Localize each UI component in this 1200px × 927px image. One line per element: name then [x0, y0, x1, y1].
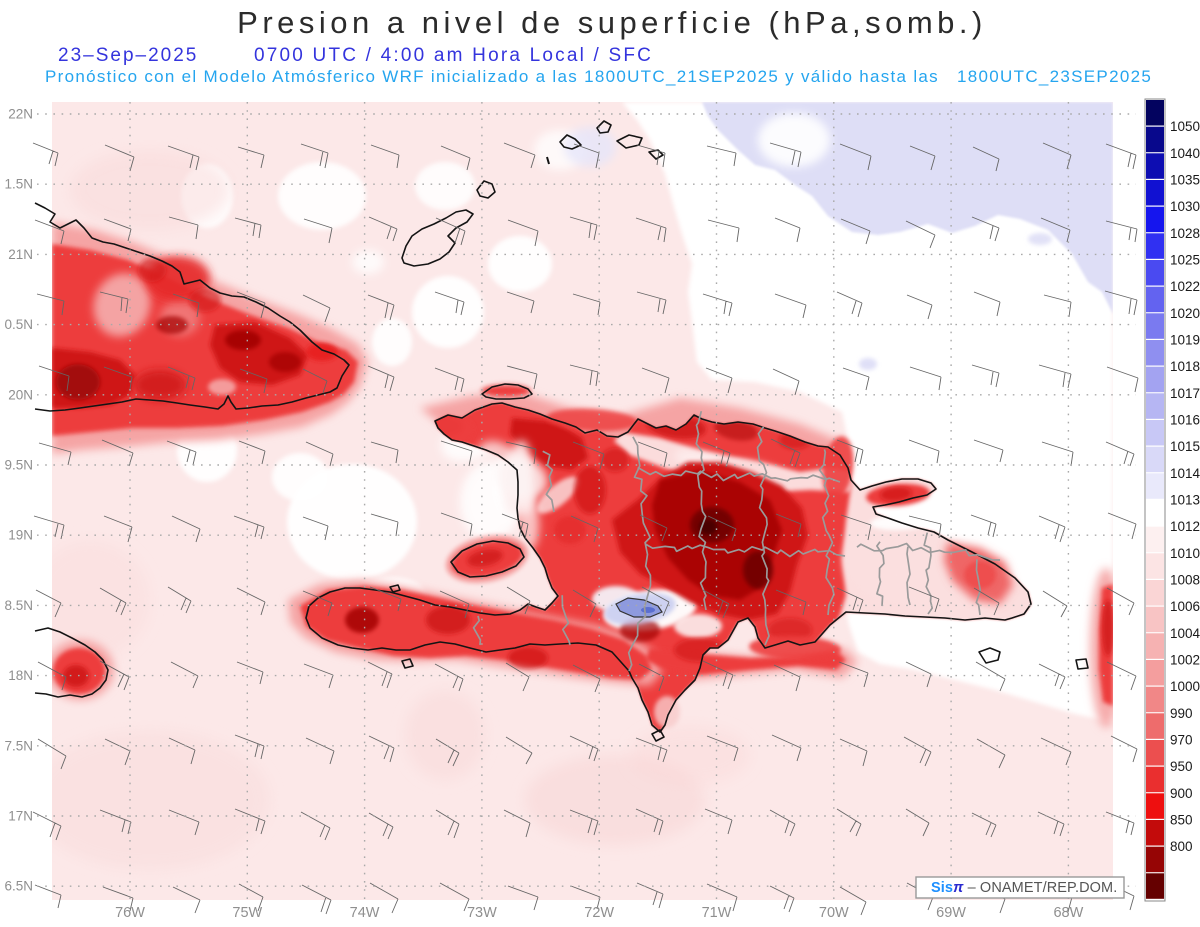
svg-text:71W: 71W: [702, 905, 732, 921]
svg-text:69W: 69W: [936, 905, 966, 921]
svg-text:1025: 1025: [1170, 253, 1200, 268]
svg-text:19N: 19N: [8, 528, 33, 543]
svg-text:1000: 1000: [1170, 679, 1200, 694]
svg-text:1008: 1008: [1170, 573, 1200, 588]
svg-text:1002: 1002: [1170, 653, 1200, 668]
svg-text:20N: 20N: [8, 387, 33, 402]
svg-text:1030: 1030: [1170, 199, 1200, 214]
svg-text:1028: 1028: [1170, 226, 1200, 241]
svg-text:Sisπ – ONAMET/REP.DOM.: Sisπ – ONAMET/REP.DOM.: [931, 880, 1117, 896]
svg-text:1050: 1050: [1170, 119, 1200, 134]
svg-text:990: 990: [1170, 706, 1193, 721]
svg-text:21N: 21N: [8, 247, 33, 262]
svg-text:1018: 1018: [1170, 359, 1200, 374]
svg-text:1016: 1016: [1170, 413, 1200, 428]
svg-text:22N: 22N: [8, 107, 33, 122]
svg-text:950: 950: [1170, 759, 1193, 774]
svg-text:73W: 73W: [467, 905, 497, 921]
svg-text:9.5N: 9.5N: [4, 458, 33, 473]
svg-text:6.5N: 6.5N: [4, 879, 33, 894]
svg-text:1004: 1004: [1170, 626, 1200, 641]
svg-text:1019: 1019: [1170, 333, 1200, 348]
svg-text:1013: 1013: [1170, 493, 1200, 508]
svg-text:800: 800: [1170, 839, 1193, 854]
svg-text:1022: 1022: [1170, 279, 1200, 294]
svg-text:1.5N: 1.5N: [4, 177, 33, 192]
svg-text:970: 970: [1170, 733, 1193, 748]
svg-text:75W: 75W: [232, 905, 262, 921]
svg-text:17N: 17N: [8, 809, 33, 824]
svg-text:1012: 1012: [1170, 519, 1200, 534]
svg-text:1017: 1017: [1170, 386, 1200, 401]
svg-text:74W: 74W: [350, 905, 380, 921]
svg-text:72W: 72W: [584, 905, 614, 921]
svg-text:1035: 1035: [1170, 173, 1200, 188]
svg-text:70W: 70W: [819, 905, 849, 921]
svg-text:1015: 1015: [1170, 439, 1200, 454]
svg-text:850: 850: [1170, 813, 1193, 828]
svg-text:1014: 1014: [1170, 466, 1200, 481]
svg-text:7.5N: 7.5N: [4, 738, 33, 753]
svg-text:1010: 1010: [1170, 546, 1200, 561]
svg-text:8.5N: 8.5N: [4, 598, 33, 613]
svg-text:68W: 68W: [1053, 905, 1083, 921]
svg-text:1040: 1040: [1170, 146, 1200, 161]
svg-text:900: 900: [1170, 786, 1193, 801]
svg-text:0.5N: 0.5N: [4, 317, 33, 332]
svg-text:18N: 18N: [8, 668, 33, 683]
svg-text:76W: 76W: [115, 905, 145, 921]
svg-text:1006: 1006: [1170, 599, 1200, 614]
svg-text:1020: 1020: [1170, 306, 1200, 321]
